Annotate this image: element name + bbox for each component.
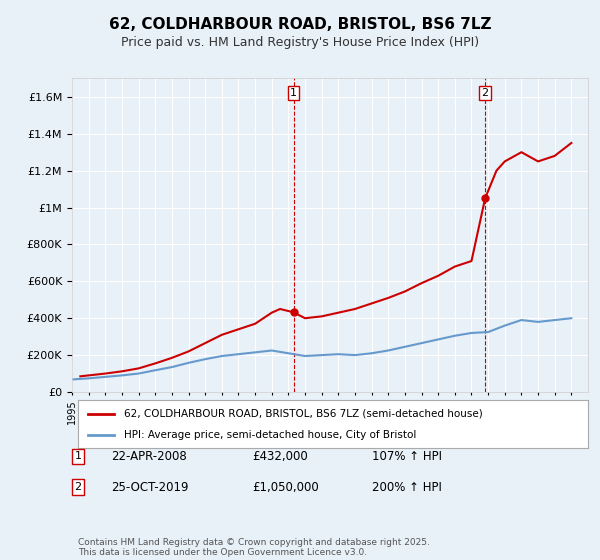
Text: 62, COLDHARBOUR ROAD, BRISTOL, BS6 7LZ (semi-detached house): 62, COLDHARBOUR ROAD, BRISTOL, BS6 7LZ (…	[124, 409, 482, 419]
Text: HPI: Average price, semi-detached house, City of Bristol: HPI: Average price, semi-detached house,…	[124, 430, 416, 440]
Text: 25-OCT-2019: 25-OCT-2019	[111, 480, 188, 494]
Text: 1: 1	[290, 88, 297, 98]
Text: 62, COLDHARBOUR ROAD, BRISTOL, BS6 7LZ: 62, COLDHARBOUR ROAD, BRISTOL, BS6 7LZ	[109, 17, 491, 32]
Text: £1,050,000: £1,050,000	[252, 480, 319, 494]
Text: 200% ↑ HPI: 200% ↑ HPI	[372, 480, 442, 494]
Text: Contains HM Land Registry data © Crown copyright and database right 2025.
This d: Contains HM Land Registry data © Crown c…	[78, 538, 430, 557]
Text: £432,000: £432,000	[252, 450, 308, 463]
Text: 22-APR-2008: 22-APR-2008	[111, 450, 187, 463]
Text: 2: 2	[482, 88, 488, 98]
Text: Price paid vs. HM Land Registry's House Price Index (HPI): Price paid vs. HM Land Registry's House …	[121, 36, 479, 49]
Text: 1: 1	[74, 451, 82, 461]
Text: 107% ↑ HPI: 107% ↑ HPI	[372, 450, 442, 463]
Text: 2: 2	[74, 482, 82, 492]
